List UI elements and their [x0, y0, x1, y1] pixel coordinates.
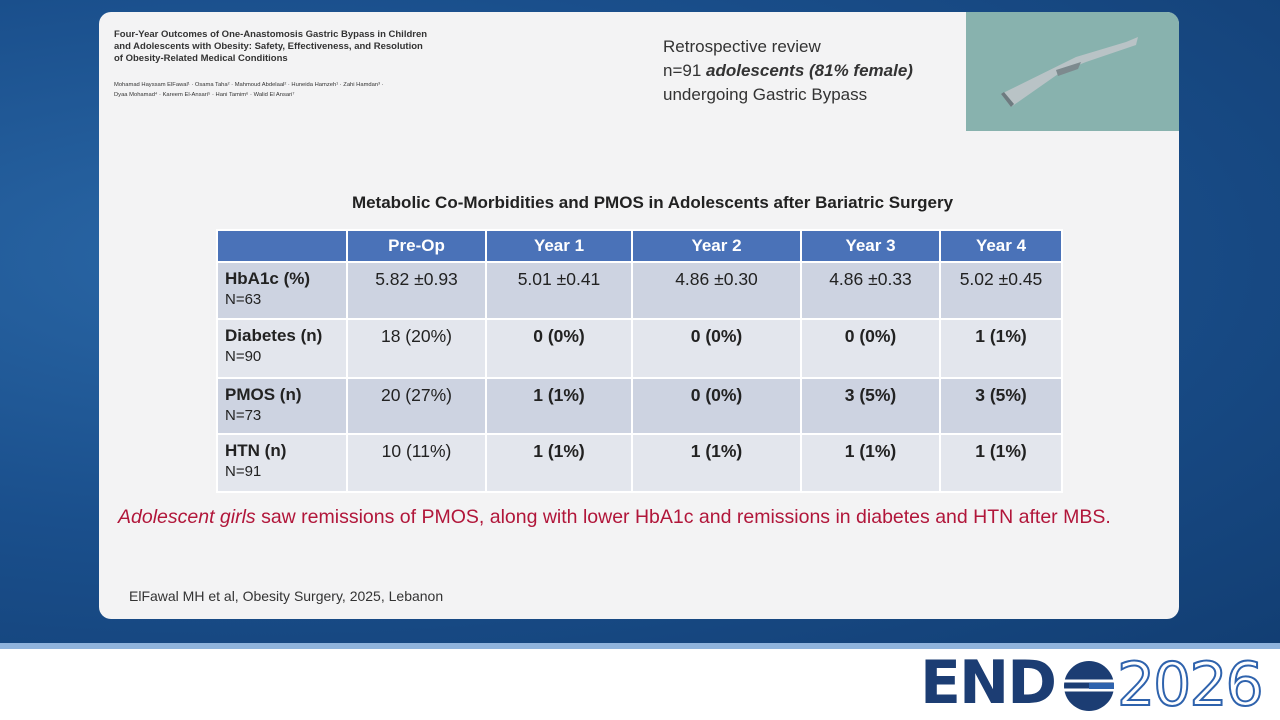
- column-header: Pre-Op: [346, 229, 487, 263]
- row-label: HTN (n): [225, 441, 287, 460]
- title-line: and Adolescents with Obesity: Safety, Ef…: [114, 41, 423, 52]
- corner-cell: [216, 229, 348, 263]
- stapler-image: [966, 12, 1179, 131]
- column-header: Year 4: [939, 229, 1063, 263]
- row-header: HTN (n) N=91: [216, 433, 348, 493]
- sample-size: n=91: [663, 61, 702, 80]
- author-line: Mohamad Hayssam ElFawal¹ · Osama Taha² ·…: [114, 82, 384, 88]
- globe-lines: [1064, 679, 1114, 692]
- study-group: adolescents (81% female): [706, 61, 913, 80]
- column-header: Year 3: [800, 229, 941, 263]
- row-label: PMOS (n): [225, 385, 302, 404]
- results-table: Pre-Op Year 1 Year 2 Year 3 Year 4 HbA1c…: [216, 229, 1063, 493]
- column-header: Year 1: [485, 229, 633, 263]
- citation: ElFawal MH et al, Obesity Surgery, 2025,…: [129, 588, 444, 604]
- row-sample-size: N=63: [225, 291, 262, 308]
- table-cell: 1 (1%): [939, 433, 1063, 493]
- table-row: Diabetes (n) N=90 18 (20%) 0 (0%) 0 (0%) 0 (0…: [216, 318, 1063, 379]
- table-cell: 3 (5%): [800, 377, 941, 435]
- table-cell: 0 (0%): [485, 318, 633, 379]
- table-cell: 0 (0%): [631, 377, 802, 435]
- table-row: HTN (n) N=91 10 (11%) 1 (1%) 1 (1%) 1 (1%) 1 (…: [216, 433, 1063, 493]
- table-row: PMOS (n) N=73 20 (27%) 1 (1%) 0 (0%) 3 (5%) 3 …: [216, 377, 1063, 435]
- table-cell: 0 (0%): [800, 318, 941, 379]
- slide-card: Four-Year Outcomes of One-Anastomosis Ga…: [99, 12, 1179, 619]
- logo-year: 2026: [1116, 649, 1265, 720]
- table-cell: 1 (1%): [631, 433, 802, 493]
- study-line: n=91 adolescents (81% female): [663, 59, 913, 83]
- row-header: Diabetes (n) N=90: [216, 318, 348, 379]
- column-header: Year 2: [631, 229, 802, 263]
- table-cell: 1 (1%): [800, 433, 941, 493]
- table-cell: 1 (1%): [939, 318, 1063, 379]
- row-header: PMOS (n) N=73: [216, 377, 348, 435]
- logo-globe: [1064, 661, 1114, 711]
- study-line: undergoing Gastric Bypass: [663, 85, 868, 104]
- conclusion-emphasis: Adolescent girls: [118, 506, 256, 528]
- table-cell: 10 (11%): [346, 433, 487, 493]
- table-cell: 1 (1%): [485, 433, 633, 493]
- row-label: Diabetes (n): [225, 326, 323, 345]
- conclusion: Adolescent girls saw remissions of PMOS,…: [118, 506, 1111, 529]
- stapler-body: [1001, 37, 1138, 107]
- table-cell: 5.01 ±0.41: [485, 261, 633, 320]
- title-line: Four-Year Outcomes of One-Anastomosis Ga…: [114, 29, 428, 40]
- stapler-tip: [1001, 92, 1014, 107]
- row-label: HbA1c (%): [225, 269, 311, 288]
- stapler-illustration: [1001, 37, 1138, 107]
- table-cell: 1 (1%): [485, 377, 633, 435]
- table-cell: 20 (27%): [346, 377, 487, 435]
- paper-title: Four-Year Outcomes of One-Anastomosis Ga…: [114, 29, 427, 65]
- title-line: of Obesity-Related Medical Conditions: [114, 53, 288, 64]
- table-title: Metabolic Co-Morbidities and PMOS in Ado…: [351, 193, 954, 212]
- authors: Mohamad Hayssam ElFawal¹ · Osama Taha² ·…: [114, 80, 384, 100]
- table-cell: 4.86 ±0.30: [631, 261, 802, 320]
- row-header: HbA1c (%) N=63: [216, 261, 348, 320]
- conclusion-text: saw remissions of PMOS, along with lower…: [261, 506, 1111, 528]
- table-cell: 18 (20%): [346, 318, 487, 379]
- table-cell: 0 (0%): [631, 318, 802, 379]
- table-cell: 5.82 ±0.93: [346, 261, 487, 320]
- divider: [0, 643, 1280, 649]
- header-row: Pre-Op Year 1 Year 2 Year 3 Year 4: [216, 229, 1063, 263]
- logo-brand: END: [920, 648, 1057, 718]
- table-row: HbA1c (%) N=63 5.82 ±0.93 5.01 ±0.41 4.86 ±0…: [216, 261, 1063, 320]
- row-sample-size: N=73: [225, 407, 262, 424]
- study-summary: Retrospective review n=91 adolescents (8…: [663, 35, 913, 107]
- author-line: Dyaa Mohamad⁴ · Kareem El-Ansari⁵ · Hani…: [114, 92, 295, 98]
- table-cell: 3 (5%): [939, 377, 1063, 435]
- table-cell: 4.86 ±0.33: [800, 261, 941, 320]
- stapler-jaw: [1056, 62, 1081, 76]
- study-line: Retrospective review: [663, 37, 821, 56]
- row-sample-size: N=91: [225, 463, 262, 480]
- row-sample-size: N=90: [225, 348, 262, 365]
- table-cell: 5.02 ±0.45: [939, 261, 1063, 320]
